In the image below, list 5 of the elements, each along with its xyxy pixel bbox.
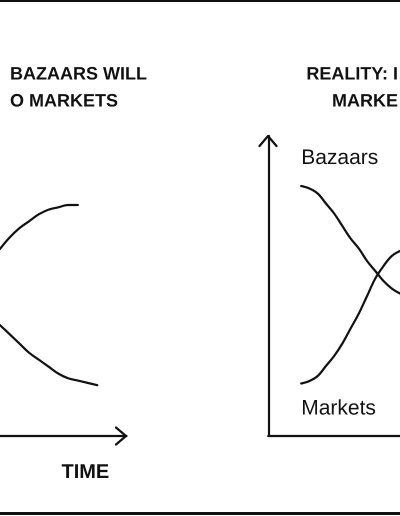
chart-title: BAZAARS WILL O MARKETS bbox=[10, 64, 147, 110]
series-label: Bazaars bbox=[301, 146, 378, 169]
chart-title: REALITY: I MARKE bbox=[306, 64, 398, 110]
x-axis-title: TIME bbox=[61, 461, 110, 483]
series-label: Markets bbox=[301, 396, 376, 420]
